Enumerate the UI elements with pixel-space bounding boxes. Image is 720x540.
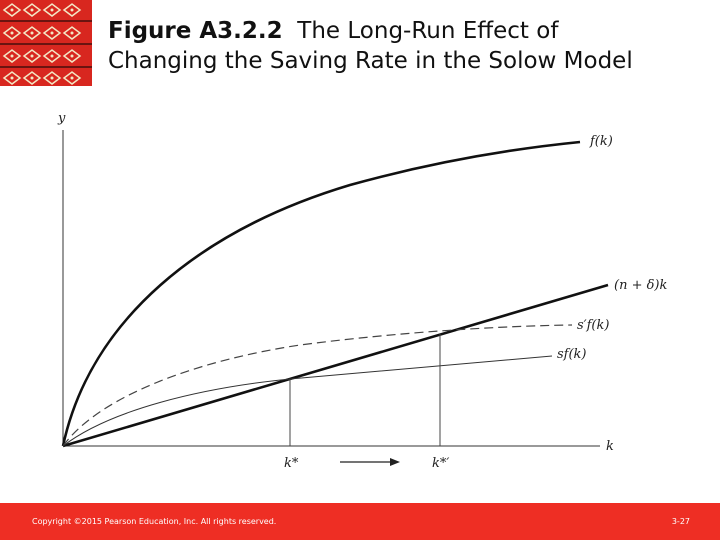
- title-line-1: The Long-Run Effect of: [297, 18, 559, 44]
- depreciation-line: [62, 283, 609, 448]
- new-steady-state-label: k*′: [432, 456, 449, 471]
- slide-title: Figure A3.2.2 The Long-Run Effect of Cha…: [108, 16, 708, 76]
- production-curve-label: f(k): [589, 134, 613, 149]
- production-curve: [61, 140, 581, 447]
- textile-pattern-logo: [0, 0, 92, 86]
- shift-arrow: [340, 458, 400, 466]
- depreciation-line-label: (n + δ)k: [614, 278, 668, 293]
- footer-bar: Copyright ©2015 Pearson Education, Inc. …: [0, 503, 720, 540]
- new-saving-curve-label: s′f(k): [577, 318, 609, 333]
- solow-diagram: y k f(k) (n + δ)k s′f(k) sf(k) k* k*′: [57, 111, 668, 471]
- title-line-2: Changing the Saving Rate in the Solow Mo…: [108, 48, 633, 74]
- page-number: 3-27: [671, 517, 690, 526]
- copyright-notice: Copyright ©2015 Pearson Education, Inc. …: [32, 517, 277, 526]
- y-axis-label: y: [57, 111, 66, 126]
- old-steady-state-label: k*: [284, 456, 299, 471]
- figure-number: Figure A3.2.2: [108, 18, 283, 44]
- old-saving-curve: [62, 355, 553, 447]
- x-axis-label: k: [606, 439, 614, 454]
- old-saving-curve-label: sf(k): [557, 347, 587, 362]
- new-saving-curve: [62, 324, 573, 447]
